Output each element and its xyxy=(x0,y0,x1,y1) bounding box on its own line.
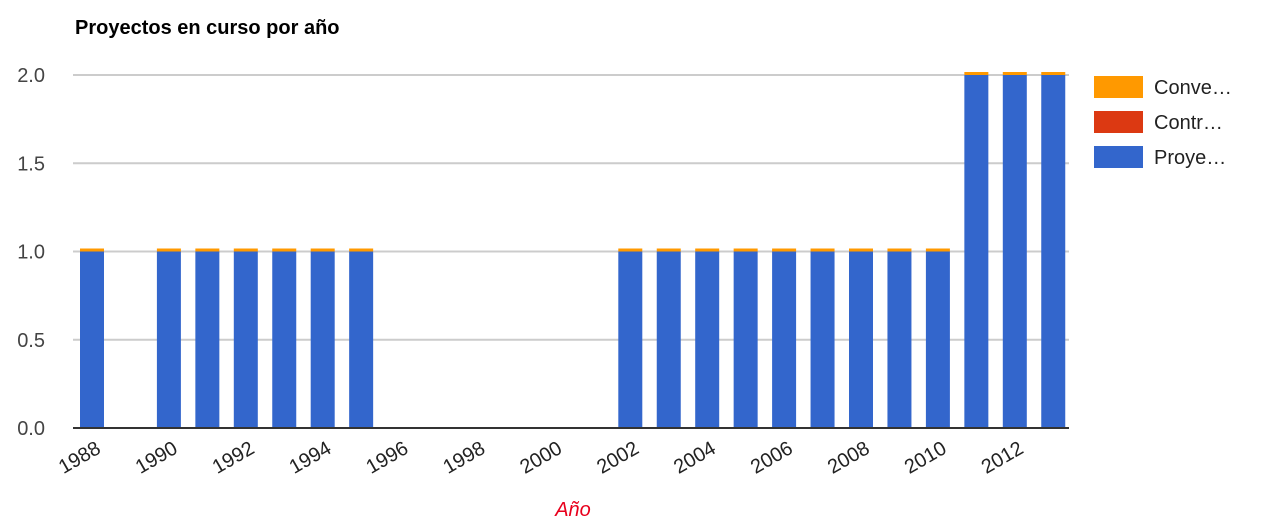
bar-1992[interactable] xyxy=(233,251,258,429)
x-tick-label: 1994 xyxy=(286,437,336,478)
bar-1993[interactable] xyxy=(272,251,297,429)
y-tick-label: 0.5 xyxy=(17,330,45,352)
bar-2013[interactable] xyxy=(1041,75,1066,428)
x-tick-label: 2004 xyxy=(670,437,720,478)
bar-cap-2008 xyxy=(849,248,873,252)
bars xyxy=(80,72,1066,429)
x-axis-ticks: 1988 1990 1992 1994 1996 1998 2000 2002 2004 2006… xyxy=(55,437,1027,478)
bar-2010[interactable] xyxy=(925,251,950,429)
bar-2003[interactable] xyxy=(656,251,681,429)
y-tick-label: 0.0 xyxy=(17,418,45,440)
bar-cap-2012 xyxy=(1002,72,1027,75)
chart-title: Proyectos en curso por año xyxy=(75,17,340,39)
bar-cap-1990 xyxy=(156,248,181,252)
bar-cap-2005 xyxy=(733,248,758,252)
y-axis-ticks: 0.0 0.5 1.0 1.5 2.0 xyxy=(17,65,45,440)
legend-swatch xyxy=(1094,146,1143,168)
y-tick-label: 1.0 xyxy=(17,242,45,264)
bar-cap-2007 xyxy=(810,248,835,252)
x-tick-label: 1990 xyxy=(132,437,182,478)
bar-cap-2006 xyxy=(772,248,797,252)
bar-cap-1991 xyxy=(195,248,220,252)
x-tick-label: 1988 xyxy=(55,437,105,478)
bar-1988[interactable] xyxy=(80,251,104,429)
bar-2004[interactable] xyxy=(695,251,720,429)
bar-cap-2002 xyxy=(618,248,643,252)
legend: Conve… Contr… Proye… xyxy=(1094,76,1232,169)
bar-cap-2010 xyxy=(925,248,950,252)
x-tick-label: 2012 xyxy=(978,437,1028,478)
bar-cap-2009 xyxy=(887,248,912,252)
bar-1995[interactable] xyxy=(349,251,374,429)
gridlines xyxy=(73,74,1069,341)
bar-cap-1992 xyxy=(233,248,258,252)
bar-cap-1994 xyxy=(310,248,335,252)
legend-label[interactable]: Proye… xyxy=(1154,147,1226,169)
bar-2006[interactable] xyxy=(772,251,797,429)
bar-cap-1995 xyxy=(349,248,374,252)
legend-swatch xyxy=(1094,76,1143,98)
bar-cap-2013 xyxy=(1041,72,1066,75)
bar-cap-1993 xyxy=(272,248,297,252)
x-tick-label: 2000 xyxy=(516,437,566,478)
bar-2007[interactable] xyxy=(810,251,835,429)
bar-1990[interactable] xyxy=(156,251,181,429)
y-tick-label: 2.0 xyxy=(17,65,45,87)
bar-2002[interactable] xyxy=(618,251,643,429)
bar-2011[interactable] xyxy=(964,75,989,428)
bar-cap-2004 xyxy=(695,248,720,252)
bar-1994[interactable] xyxy=(310,251,335,429)
x-tick-label: 1992 xyxy=(209,437,259,478)
bar-cap-2011 xyxy=(964,72,989,75)
bar-1991[interactable] xyxy=(195,251,220,429)
legend-label[interactable]: Contr… xyxy=(1154,112,1223,134)
bar-cap-2003 xyxy=(656,248,681,252)
x-tick-label: 1996 xyxy=(363,437,413,478)
bar-2008[interactable] xyxy=(849,251,873,429)
bar-2005[interactable] xyxy=(733,251,758,429)
x-tick-label: 1998 xyxy=(439,437,489,478)
x-tick-label: 2010 xyxy=(901,437,951,478)
legend-swatch xyxy=(1094,111,1143,133)
bar-2009[interactable] xyxy=(887,251,912,429)
y-tick-label: 1.5 xyxy=(17,153,45,175)
bar-2012[interactable] xyxy=(1002,75,1027,428)
legend-label[interactable]: Conve… xyxy=(1154,77,1232,99)
bar-cap-1988 xyxy=(80,248,104,252)
x-tick-label: 2002 xyxy=(593,437,643,478)
x-tick-label: 2006 xyxy=(747,437,797,478)
x-tick-label: 2008 xyxy=(824,437,874,478)
x-axis-label: Año xyxy=(554,499,591,521)
